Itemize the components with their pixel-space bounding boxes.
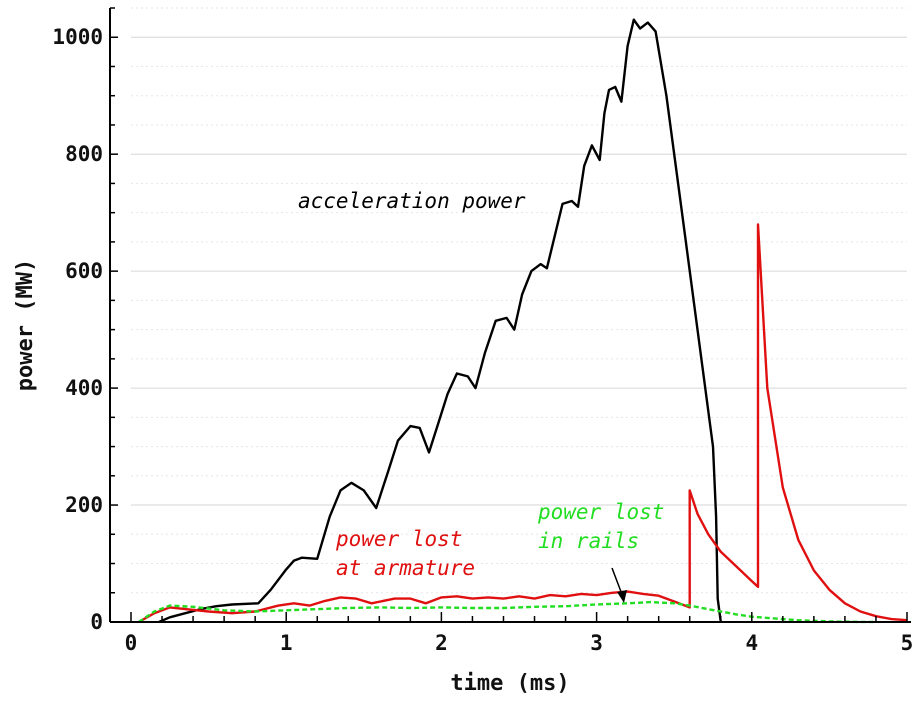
y-tick-label: 200 xyxy=(65,493,103,517)
series-group xyxy=(138,18,908,624)
annotation-rails-line1: power lost xyxy=(537,500,664,524)
x-tick-label: 2 xyxy=(435,631,448,655)
series-line-armature xyxy=(138,223,908,624)
y-axis-title: power (MW) xyxy=(13,259,38,391)
x-tick-label: 0 xyxy=(125,631,138,655)
x-tick-label: 5 xyxy=(901,631,914,655)
y-tick-label: 400 xyxy=(65,376,103,400)
x-tick-label: 4 xyxy=(745,631,758,655)
y-tick-label: 1000 xyxy=(52,25,103,49)
x-tick-label: 1 xyxy=(280,631,293,655)
y-tick-label: 0 xyxy=(90,610,103,634)
annotation-rails-line2: in rails xyxy=(538,529,639,553)
axes xyxy=(109,7,911,623)
series-line-acceleration xyxy=(158,18,722,624)
annotation-armature-line1: power lost xyxy=(335,527,462,551)
y-tick-label: 600 xyxy=(65,259,103,283)
x-axis-title: time (ms) xyxy=(450,671,569,696)
grid-lines xyxy=(131,7,907,594)
rails-pointer-arrow xyxy=(611,567,627,603)
tick-labels: 0 200 400 600 800 1000 0 1 2 3 4 5 xyxy=(52,25,913,655)
annotation-armature-line2: at armature xyxy=(336,556,475,580)
y-tick-label: 800 xyxy=(65,142,103,166)
x-tick-label: 3 xyxy=(590,631,603,655)
series-line-rails xyxy=(138,600,877,624)
annotation-acceleration-power: acceleration power xyxy=(298,189,526,213)
